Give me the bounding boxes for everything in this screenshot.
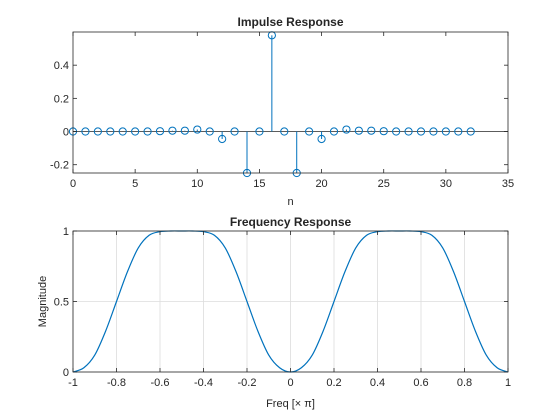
stem-marker <box>305 127 314 136</box>
x-tick-label: 5 <box>132 178 138 190</box>
frequency-xlabel: Freq [× π] <box>266 398 315 410</box>
y-tick-label: 0.5 <box>54 297 69 309</box>
y-tick-label: 0 <box>63 367 69 379</box>
stem-marker <box>466 127 475 136</box>
frequency-ylabel: Magnitude <box>37 276 49 327</box>
stem-marker <box>392 127 401 136</box>
stem-marker <box>218 134 227 144</box>
x-tick-label: 20 <box>315 178 327 190</box>
stem-marker <box>342 125 351 134</box>
stem-marker <box>143 127 152 136</box>
stem-marker <box>280 127 289 136</box>
y-tick-label: 0.2 <box>54 93 69 105</box>
stem-marker <box>429 127 438 136</box>
x-tick-label: 0.6 <box>413 377 428 389</box>
stem-marker <box>106 127 115 136</box>
x-tick-label: 25 <box>378 178 390 190</box>
frequency-response-axes: Frequency Response -1 -0.8 -0.6 -0.4 -0.2 0 0.… <box>37 215 511 410</box>
stem-marker <box>404 127 413 136</box>
stem-marker <box>416 127 426 136</box>
stem-marker <box>367 126 376 135</box>
x-tick-label: 0.8 <box>457 377 472 389</box>
y-tick-label: 1 <box>63 226 69 238</box>
x-tick-label: -1 <box>68 377 78 389</box>
x-tick-label: -0.2 <box>238 377 257 389</box>
stem-marker <box>118 127 127 136</box>
stem-marker <box>230 127 239 136</box>
impulse-axes-frame <box>72 31 509 174</box>
stem-marker <box>131 127 140 136</box>
frequency-title: Frequency Response <box>230 215 352 229</box>
y-tick-label: -0.2 <box>50 160 69 172</box>
x-tick-label: 0 <box>70 178 76 190</box>
x-tick-label: -0.4 <box>194 377 213 389</box>
stem-marker <box>155 127 165 136</box>
x-tick-label: 1 <box>505 377 511 389</box>
impulse-xlabel: n <box>287 196 293 208</box>
stem-marker <box>205 127 214 136</box>
stem-marker <box>193 125 202 134</box>
x-tick-label: 10 <box>191 178 203 190</box>
x-tick-label: -0.8 <box>107 377 126 389</box>
y-tick-label: 0.4 <box>54 60 69 72</box>
stem-marker <box>354 126 363 135</box>
x-tick-label: 0.4 <box>370 377 385 389</box>
stem-marker <box>81 127 90 136</box>
stem-marker <box>379 127 388 136</box>
impulse-title: Impulse Response <box>237 15 343 29</box>
stem-marker <box>255 127 264 136</box>
stem-marker <box>317 134 326 144</box>
x-tick-label: 0.2 <box>326 377 341 389</box>
stem-marker <box>441 127 450 136</box>
stem-marker <box>168 126 177 135</box>
impulse-response-axes: Impulse Response 0 5 10 15 20 25 30 35 -0.200.2… <box>50 15 514 208</box>
x-tick-label: 0 <box>287 377 293 389</box>
y-tick-label: 0 <box>63 127 69 139</box>
x-tick-label: 30 <box>440 178 452 190</box>
stem-marker <box>93 127 102 136</box>
x-tick-label: -0.6 <box>151 377 170 389</box>
stem-marker <box>329 127 339 136</box>
x-tick-label: 35 <box>502 178 514 190</box>
stem-marker <box>454 127 463 136</box>
x-tick-label: 15 <box>253 178 265 190</box>
stem-marker <box>180 126 189 135</box>
